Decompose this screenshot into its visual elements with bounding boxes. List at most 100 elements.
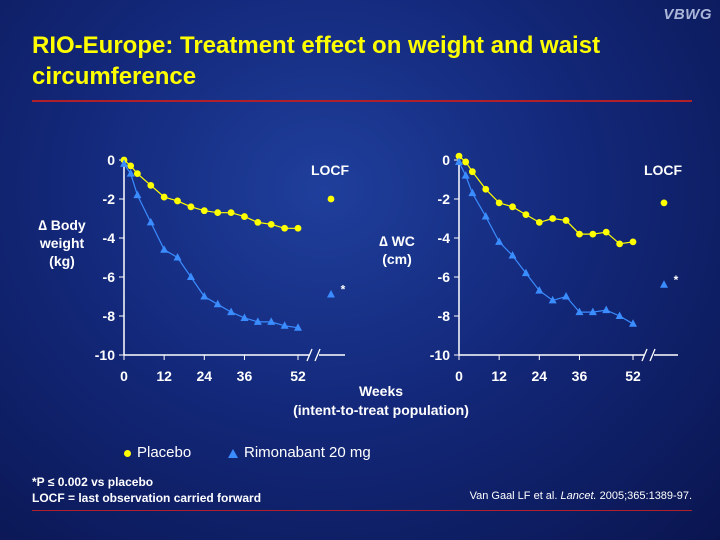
chart2-axis-break-mark — [649, 348, 656, 362]
chart1-placebo-point — [241, 213, 248, 220]
chart1-x-tick-label: 52 — [290, 368, 306, 384]
rimonabant-triangle-icon — [228, 448, 238, 458]
chart1-placebo-point — [133, 170, 141, 178]
x-axis-title: Weeks — [359, 383, 403, 399]
chart2-placebo-point — [462, 158, 470, 166]
chart2-axis-break-mark — [641, 348, 648, 362]
chart1-placebo-line — [123, 159, 298, 229]
chart2-placebo-point — [589, 230, 597, 238]
chart1-rimonabant-point — [213, 299, 222, 308]
chart2-placebo-point — [522, 211, 530, 219]
chart2-x-tick-label: 24 — [532, 368, 548, 384]
chart2-placebo-point — [562, 217, 570, 224]
chart1-rimonabant-locf-point — [327, 290, 335, 298]
chart2-rimonabant-point — [461, 171, 470, 179]
citation-volume: 2005;365:1389-97. — [596, 490, 692, 502]
chart1-y-axis-label: weight — [39, 235, 85, 251]
chart2-rimonabant-point — [468, 188, 477, 197]
chart2-placebo-locf-point — [660, 199, 668, 207]
bottom-divider — [32, 510, 692, 511]
chart1-y-tick-label: 0 — [107, 152, 115, 168]
chart2-placebo-point — [549, 215, 557, 222]
chart2-x-tick-label: 52 — [625, 368, 641, 384]
footnote-significance: *P ≤ 0.002 vs placebo — [32, 475, 154, 489]
chart2-placebo-point — [535, 219, 543, 226]
chart2-placebo-point — [509, 203, 516, 211]
chart2-x-tick-label: 12 — [491, 368, 507, 384]
chart1-rimonabant-point — [227, 307, 236, 316]
slide-title: RIO-Europe: Treatment effect on weight a… — [32, 32, 601, 90]
chart1-placebo-point — [227, 209, 235, 217]
chart1-rimonabant-point — [173, 253, 182, 261]
chart1-rimonabant-point — [133, 190, 142, 199]
chart1-placebo-point — [267, 220, 275, 228]
chart2-rimonabant-point — [535, 286, 544, 294]
chart2-x-tick-label: 36 — [572, 368, 588, 384]
chart2-y-tick-label: 0 — [442, 152, 450, 168]
chart2-placebo-point — [616, 240, 624, 248]
chart2-rimonabant-locf-point — [660, 280, 668, 288]
chart1-placebo-locf-point — [327, 195, 335, 203]
chart2-rimonabant-point — [508, 251, 517, 259]
placebo-circle-icon — [124, 449, 131, 457]
legend-rimonabant: Rimonabant 20 mg — [228, 444, 371, 461]
chart1-locf-label: LOCF — [311, 162, 350, 178]
chart1-rimonabant-point — [240, 313, 249, 321]
chart1-rimonabant-point — [294, 323, 302, 331]
citation-journal: Lancet. — [560, 490, 597, 502]
chart2-significance-marker: * — [674, 273, 679, 287]
chart2-rimonabant-point — [588, 307, 597, 316]
chart1-placebo-point — [127, 162, 135, 170]
chart1-rimonabant-point — [186, 272, 195, 280]
chart1-rimonabant-point — [126, 169, 135, 177]
chart1-axis-break-mark — [306, 348, 313, 362]
chart2-y-tick-label: -8 — [438, 308, 451, 324]
chart2-rimonabant-point — [602, 305, 611, 314]
chart1-placebo-point — [187, 203, 195, 211]
brand-logo: VBWG — [663, 6, 712, 23]
chart1-axis-break-mark — [314, 348, 321, 362]
chart1-y-tick-label: -2 — [103, 191, 116, 207]
chart1-rimonabant-point — [280, 321, 289, 329]
chart1-placebo-point — [254, 219, 262, 226]
chart1-placebo-point — [174, 197, 181, 205]
chart2-rimonabant-point — [548, 295, 557, 304]
chart2-y-axis-label: ∆ WC — [379, 233, 415, 249]
chart1-y-tick-label: -10 — [95, 347, 115, 363]
chart2-rimonabant-point — [481, 212, 490, 220]
chart1-rimonabant-point — [146, 217, 155, 226]
chart1-y-tick-label: -6 — [103, 269, 116, 285]
chart2-placebo-point — [482, 185, 490, 193]
chart1-placebo-point — [294, 224, 302, 232]
chart2-rimonabant-point — [629, 319, 637, 327]
citation-authors: Van Gaal LF et al. — [469, 490, 561, 502]
chart2-rimonabant-point — [455, 157, 463, 165]
chart2-rimonabant-point — [575, 307, 584, 316]
footnote-locf: LOCF = last observation carried forward — [32, 491, 262, 505]
x-axis-subtitle: (intent-to-treat population) — [293, 402, 469, 418]
chart2-placebo-point — [576, 230, 583, 238]
chart1-placebo-point — [147, 181, 155, 189]
legend-rimonabant-label: Rimonabant 20 mg — [244, 444, 371, 461]
chart2-placebo-point — [455, 152, 463, 160]
legend-placebo-label: Placebo — [137, 444, 192, 461]
chart1-x-tick-label: 36 — [237, 368, 253, 384]
chart1-y-axis-label: ∆ Body — [38, 217, 86, 233]
chart1-x-tick-label: 0 — [120, 368, 128, 384]
chart2-placebo-point — [468, 168, 476, 176]
chart1-placebo-point — [200, 207, 208, 215]
chart2-rimonabant-point — [562, 292, 571, 300]
chart2-rimonabant-point — [521, 268, 530, 277]
chart1-rimonabant-point — [200, 292, 209, 300]
chart1-rimonabant-point — [120, 159, 128, 167]
chart1-placebo-point — [214, 209, 222, 217]
chart2-rimonabant-point — [495, 237, 504, 245]
chart2-locf-label: LOCF — [644, 162, 683, 178]
chart2-y-tick-label: -2 — [438, 191, 451, 207]
chart2-y-tick-label: -6 — [438, 269, 451, 285]
chart1-placebo-point — [160, 193, 168, 201]
chart2-placebo-point — [495, 199, 503, 207]
chart2-rimonabant-point — [615, 311, 624, 319]
chart2-placebo-point — [629, 238, 637, 246]
